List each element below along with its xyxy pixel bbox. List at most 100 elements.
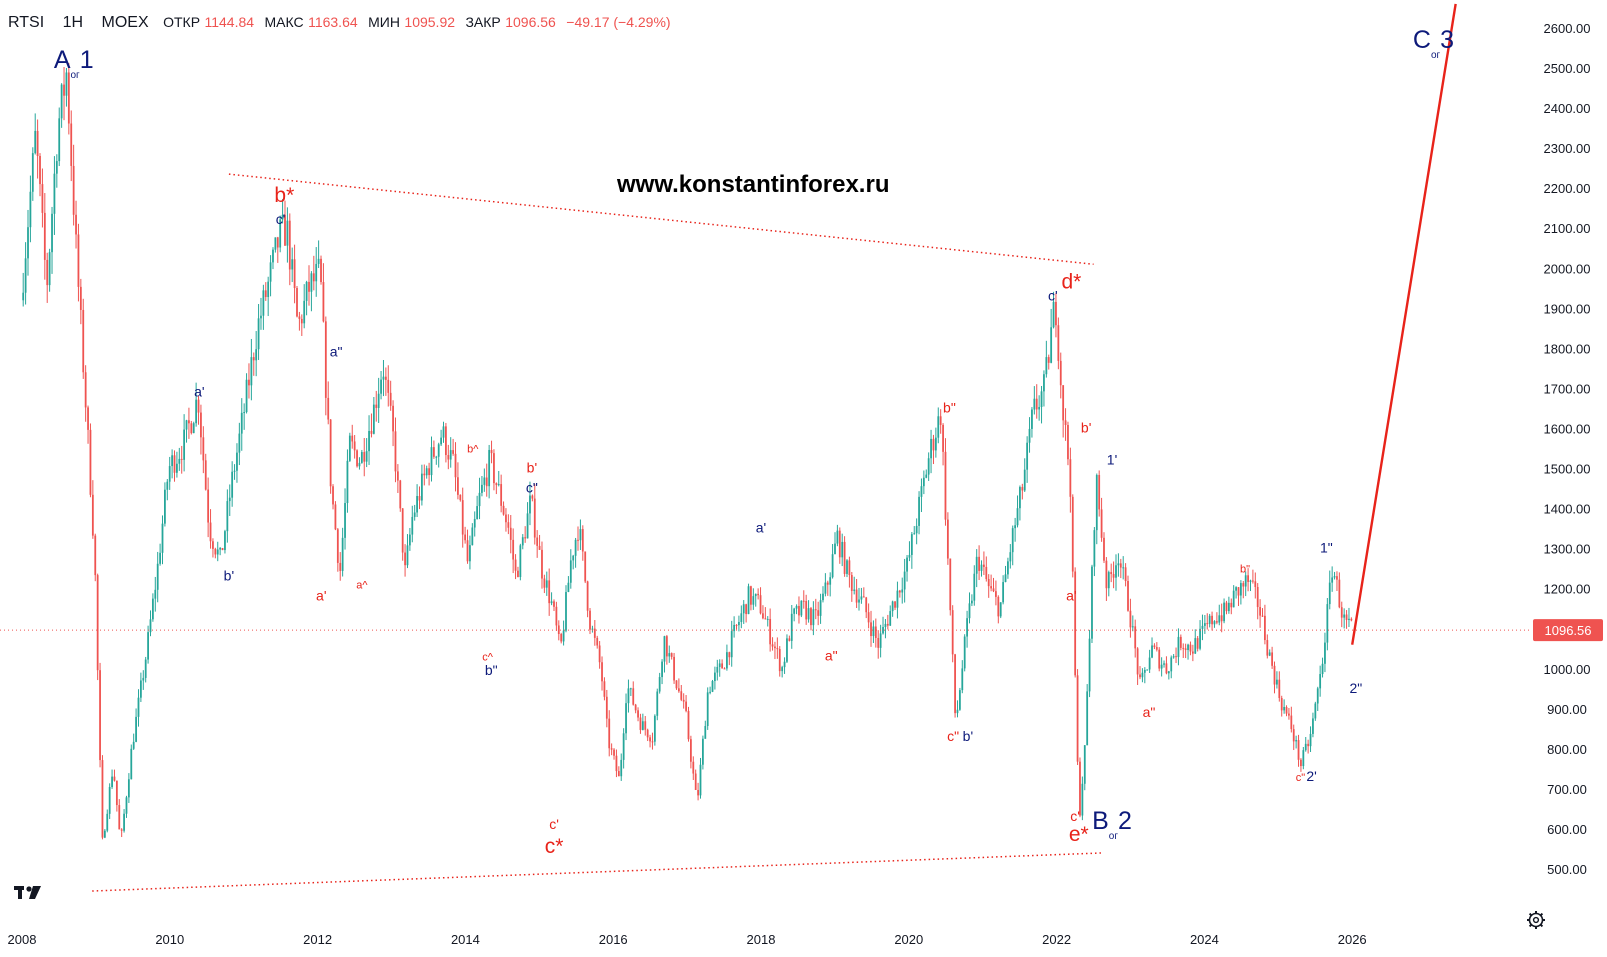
candle-body: [1122, 567, 1125, 569]
candle-body: [1163, 663, 1165, 665]
candle-body: [94, 535, 97, 576]
gear-icon[interactable]: [1527, 911, 1545, 929]
candle-body: [605, 696, 608, 719]
candle-body: [860, 596, 863, 600]
candle-body: [368, 430, 370, 452]
candle-body: [1283, 706, 1286, 711]
candle-body: [1093, 530, 1096, 567]
candle-body: [1153, 645, 1156, 648]
candle-body: [437, 444, 440, 457]
candle-body: [1057, 325, 1060, 361]
interval-label: 1H: [63, 14, 83, 31]
candle-body: [300, 318, 303, 324]
candle-body: [440, 437, 443, 445]
price-tick-label: 800.00: [1547, 742, 1587, 757]
candle-body: [348, 435, 351, 461]
candle-body: [312, 273, 315, 282]
candle-body: [896, 590, 899, 608]
candle-body: [882, 626, 884, 634]
candle-body: [567, 582, 570, 592]
candle-body: [233, 470, 236, 472]
candle-body: [401, 508, 404, 553]
candle-body: [96, 575, 99, 671]
support-trendline[interactable]: [92, 852, 1101, 892]
resistance-trendline[interactable]: [228, 173, 1094, 265]
candle-body: [293, 259, 296, 289]
candle-body: [404, 552, 406, 566]
candle-body: [406, 545, 409, 566]
candle-body: [937, 416, 940, 438]
candle-body: [834, 543, 836, 555]
candle-body: [711, 681, 714, 692]
candle-body: [36, 130, 39, 156]
candle-body: [541, 549, 543, 579]
candle-body: [831, 554, 834, 578]
candle-body: [661, 661, 663, 678]
wave-label: 2": [1350, 680, 1363, 696]
candle-body: [668, 653, 671, 657]
candle-body: [701, 738, 704, 765]
candle-body: [103, 830, 106, 838]
candle-body: [985, 566, 988, 580]
candle-body: [1155, 647, 1158, 650]
candle-body: [781, 667, 784, 672]
candle-body: [1083, 745, 1086, 784]
candle-body: [1189, 644, 1192, 652]
price-tick-label: 1900.00: [1544, 301, 1591, 316]
candle-body: [190, 423, 193, 434]
candle-body: [1002, 582, 1005, 603]
candle-body: [1031, 409, 1033, 429]
candle-body: [469, 545, 471, 562]
candle-body: [906, 557, 908, 572]
candle-body: [296, 288, 298, 317]
svg-text:RTSI 1H MOEX: RTSI 1H MOEX ОТКР 1144.84 МАКС 1163.64 М…: [8, 14, 671, 31]
candle-body: [1319, 674, 1322, 689]
time-axis[interactable]: 2008 2010 2012 2014 2016 2018 2020 2022 2024 2026: [8, 932, 1367, 947]
wave-label: b': [224, 568, 234, 584]
candle-body: [850, 575, 853, 591]
candle-body: [149, 619, 152, 633]
candle-body: [1290, 715, 1293, 730]
candle-body: [836, 530, 839, 544]
candle-body: [418, 496, 421, 501]
candle-body: [27, 227, 29, 259]
candle-body: [714, 672, 716, 682]
candle-body: [1348, 618, 1350, 620]
candle-body: [1218, 615, 1221, 623]
candle-body: [1175, 656, 1177, 658]
candle-body: [120, 829, 123, 831]
candle-body: [1139, 674, 1141, 678]
candle-body: [481, 484, 483, 493]
candle-body: [43, 212, 46, 260]
candle-body: [329, 419, 332, 487]
tradingview-logo-icon[interactable]: [14, 886, 41, 899]
candle-body: [123, 813, 125, 831]
candle-body: [267, 281, 270, 298]
candle-body: [111, 776, 113, 788]
candle-body: [980, 564, 983, 571]
candle-body: [692, 761, 695, 774]
open-value: 1144.84: [204, 14, 254, 30]
price-tick-label: 2000.00: [1544, 261, 1591, 276]
price-tick-label: 1800.00: [1544, 341, 1591, 356]
candle-body: [963, 636, 966, 669]
candle-body: [1033, 398, 1036, 410]
price-tick-label: 900.00: [1547, 702, 1587, 717]
candle-body: [245, 379, 248, 413]
wave-label: b^: [467, 443, 479, 455]
candle-body: [1285, 706, 1288, 714]
time-tick-label: 2022: [1042, 932, 1071, 947]
candle-body: [1211, 615, 1213, 625]
candle-body: [91, 494, 94, 536]
candle-body: [188, 420, 190, 424]
candle-body: [252, 357, 255, 361]
candle-body: [264, 290, 267, 298]
high-value: 1163.64: [308, 14, 358, 30]
price-axis[interactable]: 500.00600.00700.00800.00900.001000.00110…: [1544, 21, 1591, 877]
projection[interactable]: [1351, 3, 1457, 645]
candle-body: [416, 496, 418, 513]
wave-annotations: Aог1b*c'a'b'a'a"a^b^b'c"c^b"c'c*a'a"b"c"…: [54, 26, 1454, 858]
candle-body: [1196, 638, 1199, 649]
candle-body: [918, 496, 920, 526]
